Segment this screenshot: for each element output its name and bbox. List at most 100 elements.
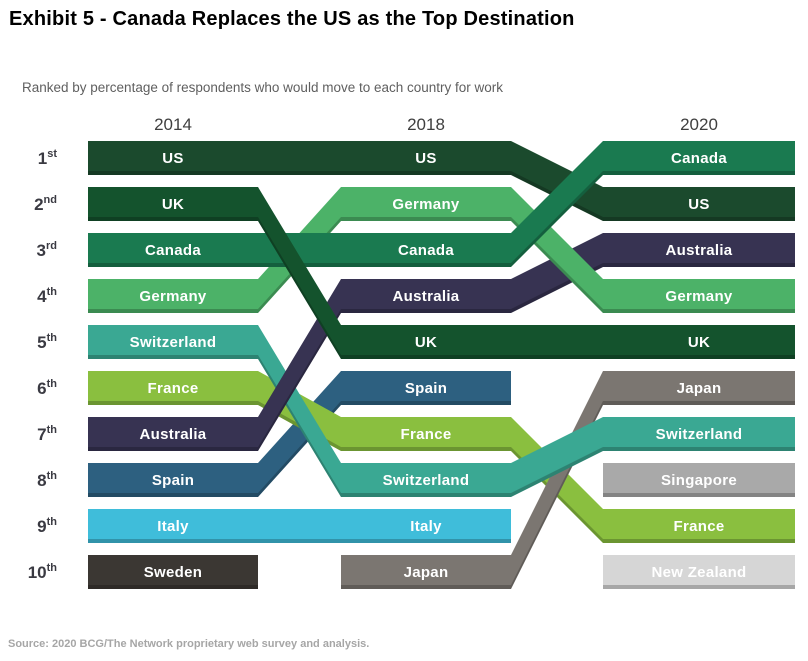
node-bar bbox=[88, 141, 258, 175]
rank-connector bbox=[258, 371, 341, 497]
node-bar bbox=[88, 233, 258, 267]
node-bar-shadow bbox=[88, 171, 258, 175]
bar-label: Switzerland bbox=[130, 334, 217, 351]
bar-label: New Zealand bbox=[652, 564, 747, 581]
bar-label: Japan bbox=[677, 380, 722, 397]
rank-label: 10th bbox=[28, 562, 58, 582]
rank-connector bbox=[258, 325, 341, 497]
rank-connector-shadow bbox=[511, 355, 603, 359]
exhibit-title: Exhibit 5 - Canada Replaces the US as th… bbox=[9, 8, 575, 30]
exhibit-subtitle: Ranked by percentage of respondents who … bbox=[22, 80, 504, 95]
node-bar-shadow bbox=[88, 493, 258, 497]
rank-label: 5th bbox=[37, 332, 57, 352]
node-bar-shadow bbox=[341, 263, 511, 267]
rank-connector-shadow bbox=[258, 309, 341, 451]
bar-label: Australia bbox=[140, 426, 207, 443]
node-bar-shadow bbox=[341, 217, 511, 221]
rank-label: 9th bbox=[37, 516, 57, 536]
node-bar-shadow bbox=[88, 447, 258, 451]
bar-label: US bbox=[688, 196, 709, 213]
node-bar-shadow bbox=[603, 217, 795, 221]
node-bar bbox=[341, 141, 511, 175]
bar-label: US bbox=[415, 150, 436, 167]
bar-label: Canada bbox=[145, 242, 201, 259]
node-bar bbox=[603, 141, 795, 175]
bar-label: Germany bbox=[392, 196, 459, 213]
source-note: Source: 2020 BCG/The Network proprietary… bbox=[8, 638, 370, 650]
node-bar bbox=[88, 555, 258, 589]
node-bar bbox=[341, 187, 511, 221]
node-bar bbox=[603, 509, 795, 543]
node-bar bbox=[341, 233, 511, 267]
bar-label: Singapore bbox=[661, 472, 737, 489]
node-bar bbox=[603, 555, 795, 589]
node-bar bbox=[341, 509, 511, 543]
band-new-zealand: New Zealand bbox=[603, 555, 795, 589]
rank-connector-shadow bbox=[258, 539, 341, 543]
band-italy: Italy Italy bbox=[88, 509, 511, 543]
rank-connector bbox=[511, 417, 603, 497]
node-bar bbox=[88, 417, 258, 451]
band-uk: UK UK UK bbox=[88, 187, 795, 359]
node-bar bbox=[603, 325, 795, 359]
node-bar-shadow bbox=[603, 585, 795, 589]
band-us: US US US bbox=[88, 141, 795, 221]
node-bar-shadow bbox=[88, 539, 258, 543]
band-canada: Canada Canada Canada bbox=[88, 141, 795, 267]
node-bar-shadow bbox=[603, 539, 795, 543]
node-bar-shadow bbox=[88, 309, 258, 313]
rank-connector-shadow bbox=[258, 217, 341, 359]
rank-connector bbox=[511, 371, 603, 589]
node-bar-shadow bbox=[341, 539, 511, 543]
node-bar bbox=[88, 463, 258, 497]
bar-label: Japan bbox=[404, 564, 449, 581]
bar-label: Australia bbox=[393, 288, 460, 305]
rank-label: 2nd bbox=[34, 194, 57, 214]
bar-label: Italy bbox=[410, 518, 442, 535]
bar-label: Spain bbox=[152, 472, 194, 489]
rank-connector bbox=[511, 325, 603, 359]
rank-connector-shadow bbox=[511, 171, 603, 267]
node-bar bbox=[88, 325, 258, 359]
node-bar bbox=[341, 279, 511, 313]
node-bar bbox=[341, 463, 511, 497]
rank-label: 1st bbox=[38, 148, 58, 168]
node-bar-shadow bbox=[88, 585, 258, 589]
rank-connector-shadow bbox=[511, 447, 603, 497]
year-header: 2014 bbox=[154, 115, 192, 134]
node-bar-shadow bbox=[341, 585, 511, 589]
node-bar bbox=[88, 187, 258, 221]
node-bar bbox=[341, 555, 511, 589]
node-bar bbox=[603, 463, 795, 497]
bar-label: Canada bbox=[671, 150, 727, 167]
bar-label: Switzerland bbox=[383, 472, 470, 489]
node-bar-shadow bbox=[603, 355, 795, 359]
node-bar bbox=[603, 417, 795, 451]
node-bar-shadow bbox=[603, 309, 795, 313]
year-header: 2020 bbox=[680, 115, 718, 134]
rank-connector bbox=[258, 187, 341, 359]
rank-connector bbox=[511, 233, 603, 313]
rank-connector bbox=[258, 141, 341, 175]
bar-label: Sweden bbox=[144, 564, 202, 581]
rank-connector bbox=[258, 509, 341, 543]
node-bar-shadow bbox=[341, 355, 511, 359]
bar-label: UK bbox=[415, 334, 437, 351]
node-bar bbox=[341, 371, 511, 405]
node-bar-shadow bbox=[603, 401, 795, 405]
bar-label: France bbox=[148, 380, 199, 397]
bar-label: Spain bbox=[405, 380, 447, 397]
bar-label: Australia bbox=[666, 242, 733, 259]
rank-connector-shadow bbox=[258, 171, 341, 175]
bar-label: UK bbox=[162, 196, 184, 213]
year-header: 2018 bbox=[407, 115, 445, 134]
node-bar-shadow bbox=[603, 171, 795, 175]
band-singapore: Singapore bbox=[603, 463, 795, 497]
node-bar-shadow bbox=[88, 217, 258, 221]
node-bar-shadow bbox=[341, 309, 511, 313]
node-bar-shadow bbox=[603, 447, 795, 451]
node-bar bbox=[603, 233, 795, 267]
rank-label: 7th bbox=[37, 424, 57, 444]
node-bar bbox=[603, 187, 795, 221]
rank-label: 4th bbox=[37, 286, 57, 306]
